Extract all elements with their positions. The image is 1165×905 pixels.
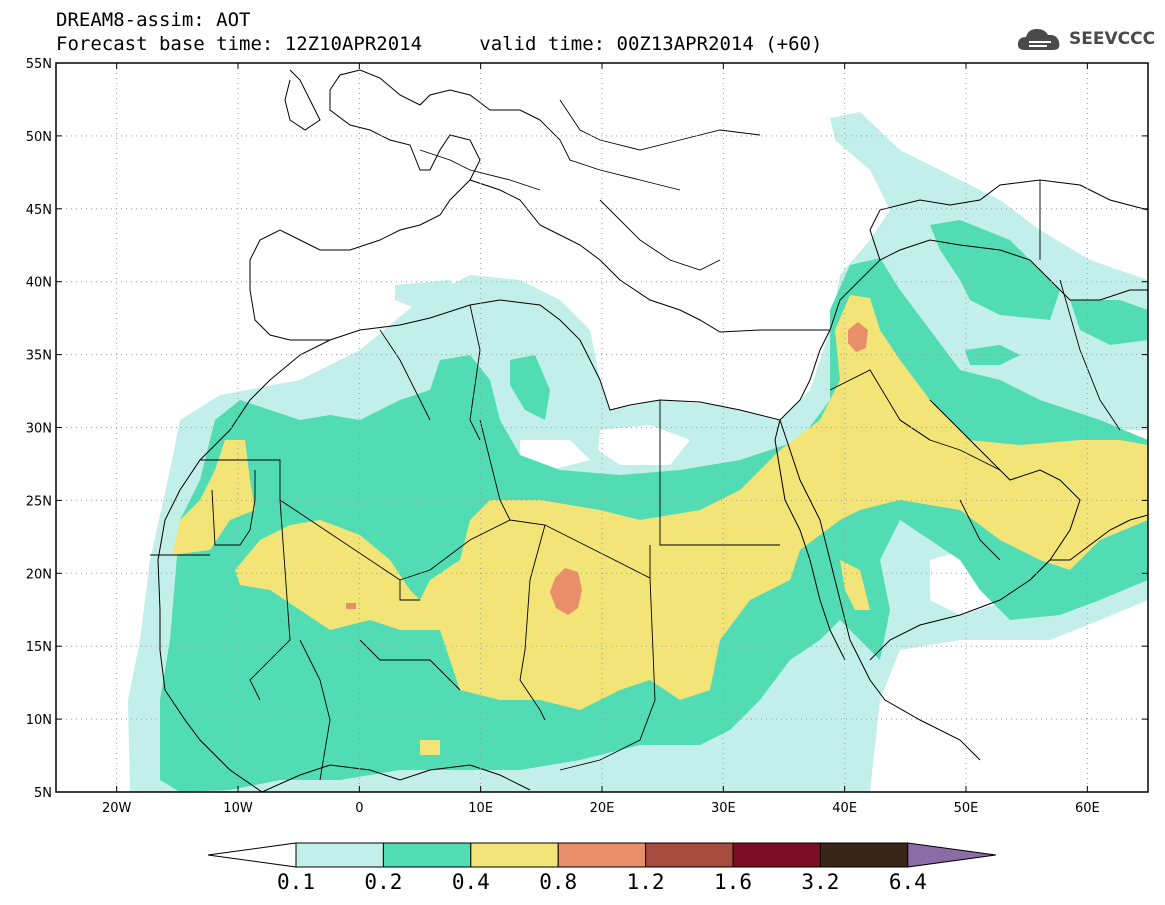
colorbar-segment bbox=[645, 842, 734, 868]
colorbar-segment bbox=[295, 842, 384, 868]
graticule bbox=[56, 63, 1148, 792]
colorbar-label: 0.1 bbox=[277, 870, 315, 894]
colorbar-label: 3.2 bbox=[801, 870, 839, 894]
latitude-labels: 55N 50N 45N 40N 35N 30N 25N 20N 15N 10N 5N bbox=[26, 57, 1148, 801]
cloud-icon bbox=[1017, 29, 1060, 50]
lon-label: 20E bbox=[590, 801, 615, 816]
lat-label: 45N bbox=[26, 203, 52, 218]
lon-label: 30E bbox=[711, 801, 736, 816]
lat-label: 55N bbox=[26, 57, 52, 72]
lon-label: 10W bbox=[223, 801, 253, 816]
colorbar-segment bbox=[819, 842, 909, 868]
lat-label: 5N bbox=[34, 786, 52, 801]
colorbar-label: 1.2 bbox=[627, 870, 665, 894]
lat-label: 35N bbox=[26, 349, 52, 364]
colorbar-segment bbox=[470, 842, 559, 868]
lat-label: 10N bbox=[26, 713, 52, 728]
colorbar-segment bbox=[732, 842, 821, 868]
colorbar-high-arrow bbox=[907, 842, 996, 868]
map-title: DREAM8-assim: AOT bbox=[56, 9, 251, 31]
aot-field bbox=[128, 112, 1148, 792]
colorbar-label: 0.8 bbox=[539, 870, 577, 894]
colorbar-label: 0.4 bbox=[452, 870, 490, 894]
country-borders bbox=[150, 99, 1121, 781]
coastlines bbox=[157, 69, 1148, 792]
colorbar-label: 1.6 bbox=[714, 870, 752, 894]
colorbar-low-arrow bbox=[207, 842, 297, 868]
valid-time: valid time: 00Z13APR2014 (+60) bbox=[479, 33, 823, 55]
base-time: Forecast base time: 12Z10APR2014 bbox=[56, 33, 423, 55]
lon-label: 60E bbox=[1075, 801, 1100, 816]
lon-label: 10E bbox=[468, 801, 493, 816]
lat-label: 30N bbox=[26, 422, 52, 437]
colorbar-label: 6.4 bbox=[889, 870, 927, 894]
lon-label: 50E bbox=[954, 801, 979, 816]
aot-0.4-region bbox=[172, 295, 1148, 755]
colorbar-segment bbox=[557, 842, 647, 868]
seevccc-logo: SEEVCCC bbox=[1015, 24, 1155, 54]
lat-label: 50N bbox=[26, 130, 52, 145]
forecast-times: Forecast base time: 12Z10APR2014 valid t… bbox=[56, 33, 822, 55]
logo-text: SEEVCCC bbox=[1069, 29, 1156, 49]
lon-label: 0 bbox=[355, 801, 363, 816]
colorbar-segment bbox=[382, 842, 472, 868]
aot-0.8-region bbox=[346, 322, 868, 615]
lat-label: 40N bbox=[26, 276, 52, 291]
lat-label: 20N bbox=[26, 567, 52, 582]
lon-label: 20W bbox=[102, 801, 132, 816]
colorbar-label: 0.2 bbox=[364, 870, 402, 894]
colorbar: 0.1 0.2 0.4 0.8 1.2 1.6 3.2 6.4 bbox=[207, 842, 996, 894]
lat-label: 15N bbox=[26, 640, 52, 655]
longitude-labels: 20W 10W 0 10E 20E 30E 40E 50E 60E bbox=[102, 63, 1100, 816]
lat-label: 25N bbox=[26, 494, 52, 509]
lon-label: 40E bbox=[832, 801, 857, 816]
